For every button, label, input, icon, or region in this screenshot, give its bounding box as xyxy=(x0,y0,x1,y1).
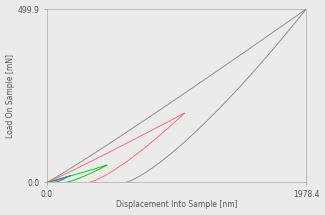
X-axis label: Displacement Into Sample [nm]: Displacement Into Sample [nm] xyxy=(116,200,237,209)
Y-axis label: Load On Sample [mN]: Load On Sample [mN] xyxy=(6,54,15,138)
